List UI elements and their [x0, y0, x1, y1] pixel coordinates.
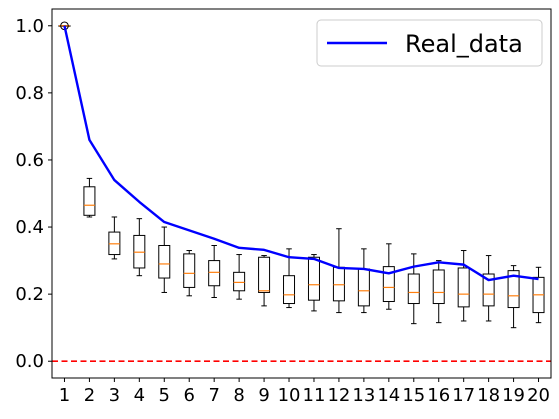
box-body: [432, 269, 445, 305]
x-tick-label: 11: [303, 385, 326, 406]
box-plot: [258, 255, 271, 307]
box-plot: [507, 265, 520, 329]
box-plot: [133, 218, 146, 277]
y-tick-label: 0.4: [15, 217, 44, 238]
axes-frame: [51, 8, 552, 379]
y-tick-label: 0.6: [15, 150, 44, 171]
x-tick-label: 6: [183, 385, 194, 406]
box-body: [482, 273, 495, 307]
box-body: [407, 273, 420, 305]
x-tick-label: 16: [427, 385, 450, 406]
box-body: [233, 271, 246, 292]
legend: Real_data: [316, 19, 543, 67]
x-tick-label: 15: [402, 385, 425, 406]
x-tick-label: 10: [278, 385, 301, 406]
x-tick-label: 8: [233, 385, 244, 406]
box-plot: [407, 253, 420, 325]
legend-label-real-data: Real_data: [405, 30, 523, 58]
y-tick-label: 1.0: [15, 16, 44, 37]
box-body: [158, 244, 171, 279]
series-line-real-data: [63, 25, 539, 282]
plot-background: [52, 9, 551, 378]
axes: 0.00.20.40.60.81.01 2 3 4 5 6 7 8 9 10 11 12 13 14 15 1…: [15, 8, 552, 406]
box-body: [258, 256, 271, 293]
y-tick-label: 0.8: [15, 83, 44, 104]
x-tick-label: 14: [377, 385, 400, 406]
box-plot: [158, 226, 171, 293]
box-plot: [307, 254, 320, 312]
box-plot: [208, 244, 221, 298]
box-plot: [108, 216, 121, 260]
x-tick-label: 13: [352, 385, 375, 406]
y-tick-label: 0.0: [15, 351, 44, 372]
box-body: [283, 275, 296, 305]
box-body: [507, 270, 520, 309]
box-body: [83, 186, 96, 216]
box-plot: [283, 248, 296, 309]
box-body: [208, 260, 221, 287]
x-tick-label: 5: [159, 385, 170, 406]
x-tick-label: 18: [477, 385, 500, 406]
x-tick-label: 1: [59, 385, 70, 406]
box-plot: [482, 255, 495, 322]
x-tick-label: 2: [84, 385, 95, 406]
box-plot: [233, 254, 246, 300]
x-tick-label: 17: [452, 385, 475, 406]
x-tick-label: 19: [502, 385, 525, 406]
box-body: [183, 253, 196, 288]
x-tick-label: 9: [258, 385, 269, 406]
x-tick-label: 3: [109, 385, 120, 406]
series-group: [63, 25, 539, 282]
box-body: [307, 256, 320, 301]
legend-box: [316, 19, 543, 67]
box-plot: [183, 250, 196, 297]
x-tick-label: 4: [134, 385, 145, 406]
x-tick-label: 20: [527, 385, 550, 406]
plot-area: [52, 9, 551, 378]
x-tick-label: 7: [208, 385, 219, 406]
box-plot: [457, 250, 470, 322]
box-body: [382, 266, 395, 303]
box-plot: [83, 177, 96, 218]
x-tick-label: 12: [327, 385, 350, 406]
box-plot: [382, 243, 395, 310]
box-plot: [532, 266, 545, 324]
box-body: [457, 267, 470, 308]
y-tick-label: 0.2: [15, 284, 44, 305]
